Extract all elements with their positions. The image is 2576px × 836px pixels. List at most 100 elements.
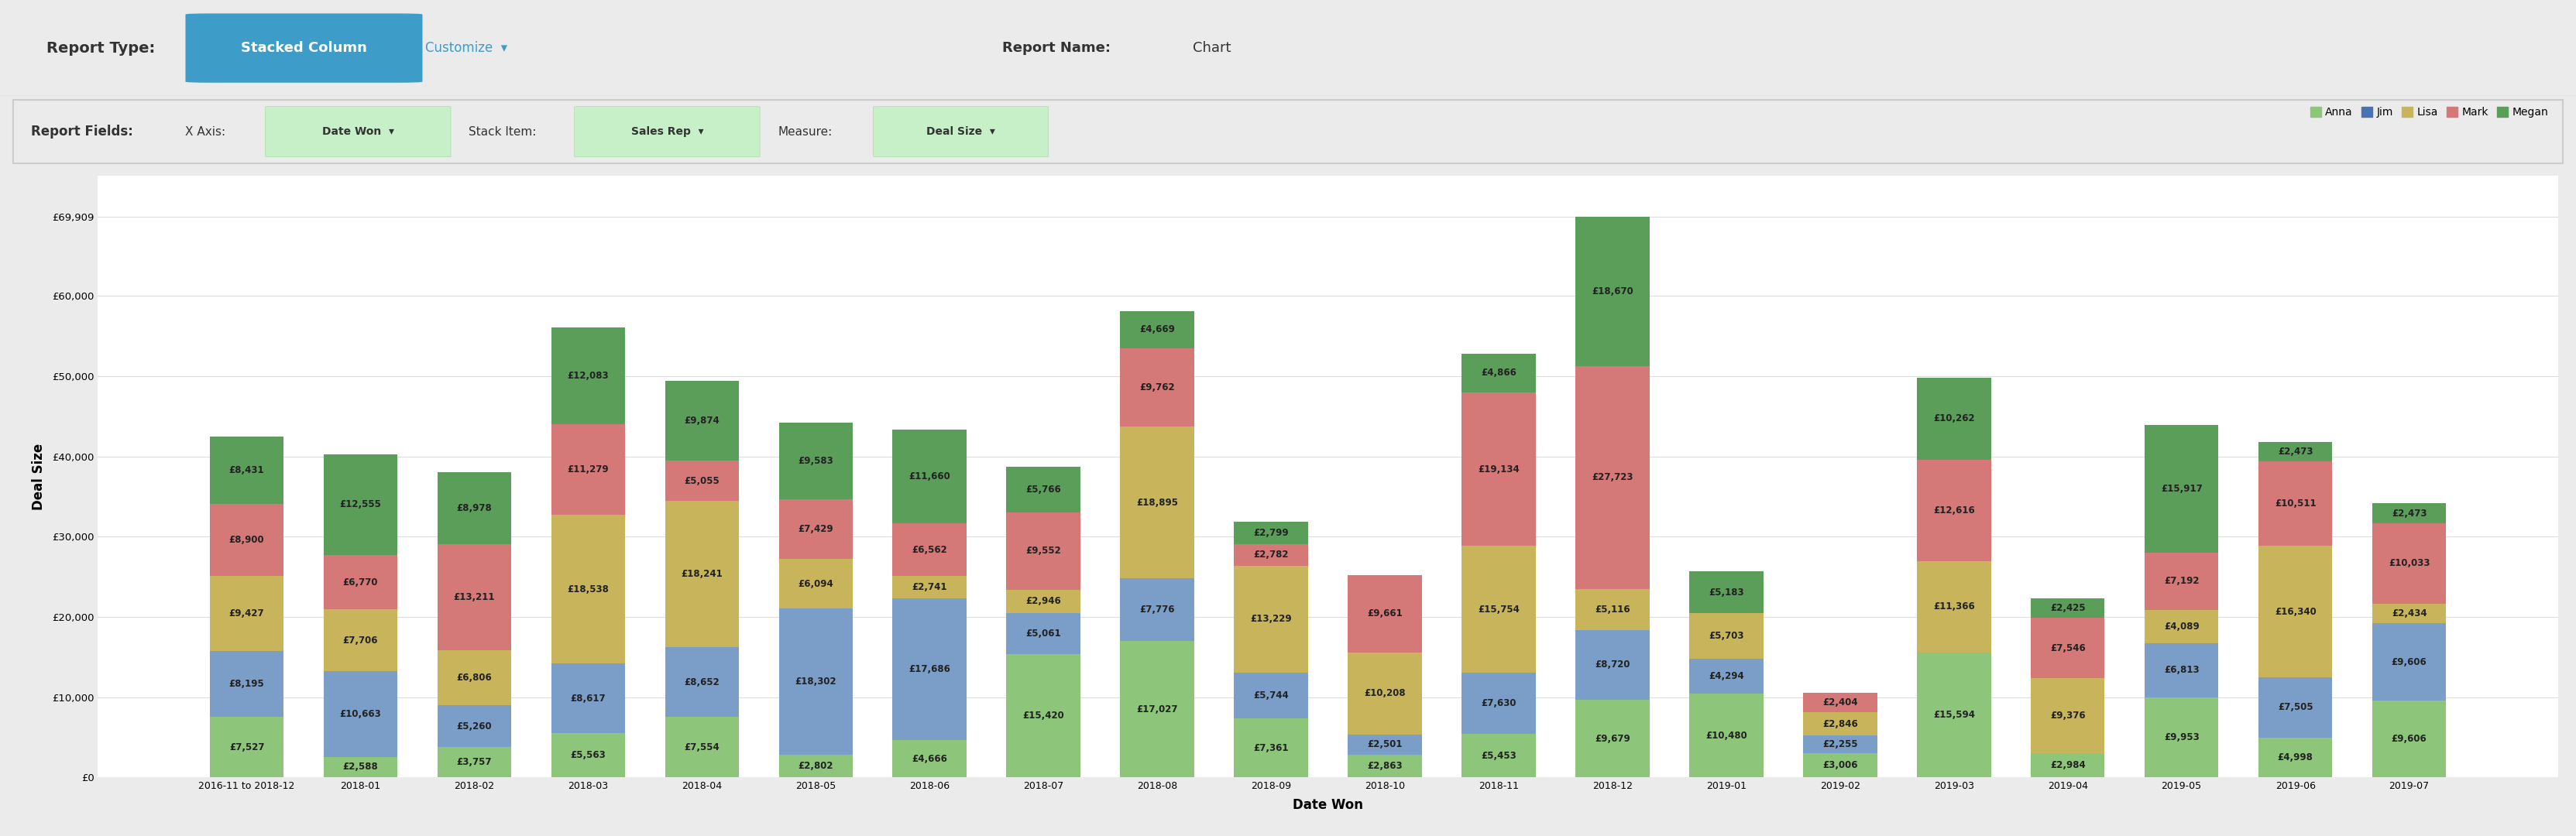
Bar xyxy=(1121,641,1195,777)
Bar xyxy=(2259,737,2331,777)
Text: £9,679: £9,679 xyxy=(1595,734,1631,744)
Bar xyxy=(1461,672,1535,734)
Text: £5,116: £5,116 xyxy=(1595,604,1631,614)
Text: £15,594: £15,594 xyxy=(1932,710,1976,720)
Bar xyxy=(778,423,853,500)
Bar xyxy=(1577,589,1649,630)
Bar xyxy=(1917,378,1991,460)
Text: £6,813: £6,813 xyxy=(2164,665,2200,675)
Text: £17,027: £17,027 xyxy=(1136,704,1177,714)
Text: £2,501: £2,501 xyxy=(1368,739,1401,750)
Text: £10,480: £10,480 xyxy=(1705,731,1747,741)
Bar xyxy=(2146,610,2218,643)
Bar xyxy=(1234,672,1309,718)
Bar xyxy=(1007,589,1079,613)
Bar xyxy=(325,454,397,555)
Text: £18,895: £18,895 xyxy=(1136,497,1177,507)
Text: £9,427: £9,427 xyxy=(229,609,265,619)
Bar xyxy=(551,328,626,425)
Bar xyxy=(551,664,626,733)
Bar xyxy=(1461,546,1535,672)
Bar xyxy=(2372,701,2447,777)
Text: £10,033: £10,033 xyxy=(2388,558,2429,568)
Text: £5,766: £5,766 xyxy=(1025,485,1061,495)
Bar xyxy=(1007,613,1079,654)
FancyBboxPatch shape xyxy=(574,106,760,157)
Bar xyxy=(1347,575,1422,653)
Text: £4,089: £4,089 xyxy=(2164,621,2200,631)
Bar xyxy=(1917,460,1991,561)
Text: £2,946: £2,946 xyxy=(1025,596,1061,606)
Bar xyxy=(2030,618,2105,678)
Text: £3,757: £3,757 xyxy=(456,757,492,767)
Bar xyxy=(1803,735,1878,753)
Text: £11,279: £11,279 xyxy=(567,465,608,475)
Text: £9,874: £9,874 xyxy=(685,415,719,426)
FancyBboxPatch shape xyxy=(265,106,451,157)
Bar xyxy=(778,755,853,777)
Bar xyxy=(2259,677,2331,737)
Bar xyxy=(551,425,626,515)
Bar xyxy=(1690,613,1762,659)
Text: £4,669: £4,669 xyxy=(1139,324,1175,334)
Text: Stacked Column: Stacked Column xyxy=(242,41,366,55)
Bar xyxy=(1121,426,1195,579)
Bar xyxy=(894,576,966,598)
Bar xyxy=(665,461,739,501)
Text: £7,630: £7,630 xyxy=(1481,698,1517,708)
Bar xyxy=(665,381,739,461)
Bar xyxy=(1803,712,1878,735)
Bar xyxy=(1461,354,1535,392)
Text: £10,511: £10,511 xyxy=(2275,499,2316,509)
Bar xyxy=(1690,572,1762,613)
Text: £2,404: £2,404 xyxy=(1821,698,1857,708)
FancyBboxPatch shape xyxy=(185,13,422,83)
Text: £12,616: £12,616 xyxy=(1932,506,1976,516)
Bar xyxy=(894,523,966,576)
Text: Sales Rep  ▾: Sales Rep ▾ xyxy=(631,126,703,137)
Text: £5,183: £5,183 xyxy=(1708,588,1744,598)
Text: Report Fields:: Report Fields: xyxy=(31,125,134,139)
Text: £10,262: £10,262 xyxy=(1932,414,1976,424)
Text: £13,211: £13,211 xyxy=(453,593,495,603)
Text: £7,429: £7,429 xyxy=(799,524,835,534)
Bar xyxy=(2146,697,2218,777)
Bar xyxy=(2259,461,2331,546)
Bar xyxy=(1007,466,1079,512)
Text: Stack Item:: Stack Item: xyxy=(469,126,536,137)
Text: £5,061: £5,061 xyxy=(1025,629,1061,639)
Text: £18,302: £18,302 xyxy=(796,676,837,686)
Bar xyxy=(2259,546,2331,677)
Text: £7,527: £7,527 xyxy=(229,742,265,752)
Text: £4,294: £4,294 xyxy=(1708,671,1744,681)
Text: £2,255: £2,255 xyxy=(1821,739,1857,749)
Bar xyxy=(894,740,966,777)
Text: £7,706: £7,706 xyxy=(343,635,379,645)
Text: £7,776: £7,776 xyxy=(1139,604,1175,614)
Bar xyxy=(1121,311,1195,349)
Text: £6,770: £6,770 xyxy=(343,577,379,587)
Bar xyxy=(209,576,283,651)
Bar xyxy=(1577,630,1649,700)
Text: £2,799: £2,799 xyxy=(1255,528,1288,538)
Bar xyxy=(1007,654,1079,777)
Text: £12,083: £12,083 xyxy=(567,371,608,381)
Text: £27,723: £27,723 xyxy=(1592,472,1633,482)
Bar xyxy=(1347,755,1422,777)
Text: £7,546: £7,546 xyxy=(2050,643,2087,653)
Bar xyxy=(1803,693,1878,712)
Bar xyxy=(209,504,283,576)
Text: £4,998: £4,998 xyxy=(2277,752,2313,762)
Bar xyxy=(1577,366,1649,589)
Text: £12,555: £12,555 xyxy=(340,500,381,510)
Text: £8,900: £8,900 xyxy=(229,535,265,545)
Text: £7,554: £7,554 xyxy=(685,742,719,752)
Text: £15,917: £15,917 xyxy=(2161,483,2202,493)
Text: £2,802: £2,802 xyxy=(799,762,835,772)
Text: £17,686: £17,686 xyxy=(909,664,951,674)
Bar xyxy=(1121,579,1195,641)
Text: £2,588: £2,588 xyxy=(343,762,379,772)
Text: £2,984: £2,984 xyxy=(2050,761,2087,771)
Bar xyxy=(1577,700,1649,777)
Bar xyxy=(894,430,966,523)
